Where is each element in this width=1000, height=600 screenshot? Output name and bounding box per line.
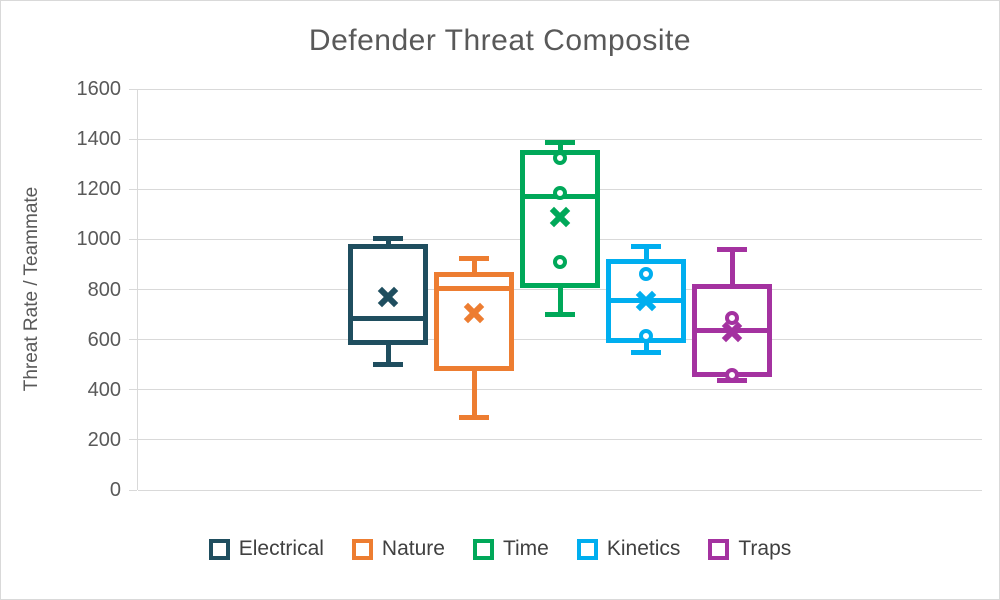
y-tick-mark xyxy=(129,339,137,341)
data-point xyxy=(639,328,653,343)
y-tick-label: 600 xyxy=(87,328,121,351)
legend-label: Electrical xyxy=(238,537,324,560)
mean-x-marker xyxy=(720,320,744,344)
data-point xyxy=(553,254,567,269)
y-tick-label: 200 xyxy=(87,428,121,451)
legend-swatch xyxy=(576,538,598,560)
median-line xyxy=(348,315,428,321)
legend-swatch xyxy=(472,538,494,560)
whisker-cap-max xyxy=(459,255,489,261)
legend-label: Time xyxy=(502,537,549,560)
gridline xyxy=(138,339,982,341)
whisker-cap-min xyxy=(459,414,489,420)
plot-area xyxy=(137,88,982,491)
whisker-line-upper xyxy=(471,258,477,272)
whisker-line-lower xyxy=(557,288,563,315)
data-point xyxy=(725,367,739,382)
legend-swatch xyxy=(708,538,730,560)
whisker-line-lower xyxy=(471,370,477,418)
y-tick-mark xyxy=(129,389,137,391)
legend-label: Nature xyxy=(381,537,445,560)
gridline xyxy=(138,138,982,140)
legend-swatch xyxy=(208,538,230,560)
gridline xyxy=(138,389,982,391)
whisker-cap-max xyxy=(631,244,661,250)
whisker-line-upper xyxy=(385,238,391,245)
legend-item-nature: Nature xyxy=(351,537,445,561)
legend-swatch xyxy=(351,538,373,560)
y-tick-label: 1000 xyxy=(76,228,122,251)
y-tick-mark xyxy=(129,489,137,491)
legend-label: Kinetics xyxy=(606,537,681,560)
chart-title: Defender Threat Composite xyxy=(308,24,692,57)
mean-x-marker xyxy=(548,205,572,229)
whisker-cap-max xyxy=(717,246,747,252)
whisker-cap-max xyxy=(373,235,403,241)
whisker-line-upper xyxy=(729,249,735,285)
whisker-line-lower xyxy=(385,344,391,365)
legend-item-traps: Traps xyxy=(708,537,791,561)
whisker-cap-min xyxy=(631,349,661,355)
whisker-line-upper xyxy=(643,246,649,260)
y-tick-mark xyxy=(129,289,137,290)
whisker-line-lower xyxy=(643,343,649,353)
data-point xyxy=(553,186,567,200)
y-tick-mark xyxy=(129,188,137,190)
gridline xyxy=(138,88,982,90)
y-tick-label: 1400 xyxy=(76,128,122,151)
whisker-line-upper xyxy=(557,142,563,151)
legend: Electrical Nature Time Kinetics Traps xyxy=(1,537,999,561)
median-line xyxy=(434,285,514,291)
data-point xyxy=(639,267,653,282)
whisker-cap-min xyxy=(545,312,575,318)
whisker-cap-max xyxy=(545,140,575,146)
data-point xyxy=(553,150,567,165)
gridline xyxy=(138,489,982,491)
y-tick-mark xyxy=(129,138,137,140)
y-tick-label: 1200 xyxy=(76,178,122,201)
legend-label: Traps xyxy=(738,537,792,560)
mean-x-marker xyxy=(376,285,400,309)
y-tick-mark xyxy=(129,439,137,441)
mean-x-marker xyxy=(634,289,658,313)
y-tick-label: 1600 xyxy=(76,78,122,100)
y-tick-mark xyxy=(129,238,137,240)
y-tick-mark xyxy=(129,88,137,90)
mean-x-marker xyxy=(462,301,486,325)
gridline xyxy=(138,439,982,441)
legend-item-electrical: Electrical xyxy=(208,537,324,561)
y-tick-label: 800 xyxy=(87,278,121,301)
legend-item-kinetics: Kinetics xyxy=(576,537,681,561)
whisker-cap-min xyxy=(373,362,403,368)
y-tick-label: 400 xyxy=(87,378,121,401)
y-tick-label: 0 xyxy=(109,479,121,501)
legend-item-time: Time xyxy=(472,537,549,561)
